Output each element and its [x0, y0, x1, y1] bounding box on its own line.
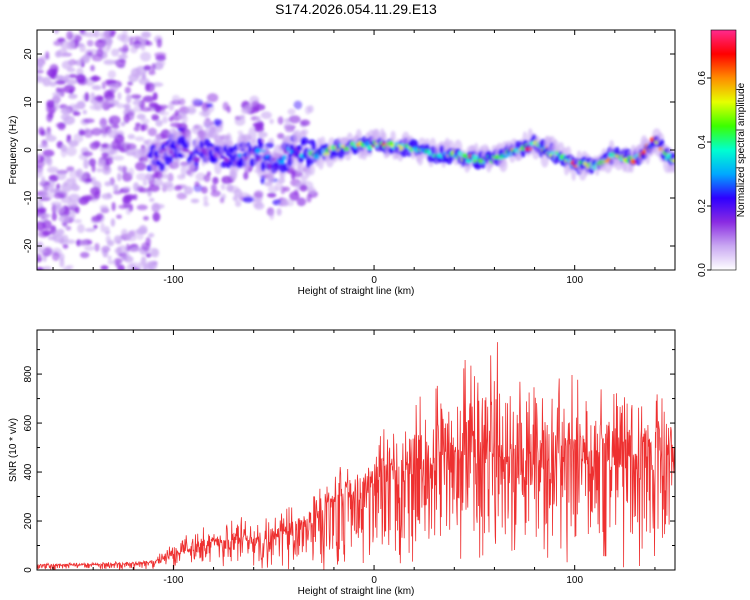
- colorbar-tick-label: 0.0: [697, 263, 708, 277]
- snr-y-label: SNR (10 * v/v): [8, 418, 19, 482]
- snr-x-axis: -100 0 100: [52, 330, 656, 586]
- snr-y-tick-label: 200: [23, 512, 34, 529]
- spectrogram-image: [37, 30, 675, 270]
- snr-panel: -100 0 100 0 200 400 600 800 Height of straigh…: [8, 329, 676, 597]
- spectrogram-y-tick-label: -10: [23, 190, 34, 205]
- spectrogram-y-tick-label: 10: [23, 96, 34, 108]
- spectrogram-x-axis: -100 0 100: [52, 30, 656, 286]
- snr-x-tick-label: 100: [566, 575, 583, 586]
- colorbar-gradient: [710, 29, 737, 271]
- spectrogram-y-tick-label: 20: [23, 48, 34, 60]
- figure-title: S174.2026.054.11.29.E13: [275, 1, 437, 17]
- colorbar-label: Normalized spectral amplitude: [736, 82, 747, 217]
- snr-x-label: Height of straight line (km): [298, 586, 415, 597]
- snr-y-axis: 0 200 400 600 800: [23, 349, 675, 573]
- snr-y-tick-label: 400: [23, 463, 34, 480]
- spectrogram-y-tick-label: 0: [23, 147, 34, 153]
- snr-frame: [36, 329, 676, 571]
- colorbar: 0.0 0.2 0.4 0.6 Normalized spectral amplitu…: [697, 29, 747, 277]
- snr-y-tick-label: 600: [23, 414, 34, 431]
- spectrogram-y-label: Frequency (Hz): [8, 116, 19, 185]
- spectrogram-y-axis: -20 -10 0 10 20: [23, 48, 675, 253]
- snr-y-tick-label: 0: [23, 567, 34, 573]
- spectrogram-x-tick-label: 0: [371, 275, 377, 286]
- snr-x-tick-label: 0: [371, 575, 377, 586]
- spectrogram-x-tick-label: 100: [566, 275, 583, 286]
- snr-y-tick-label: 800: [23, 365, 34, 382]
- colorbar-ticks: 0.0 0.2 0.4 0.6: [697, 71, 711, 277]
- colorbar-tick-label: 0.2: [697, 199, 708, 213]
- snr-x-tick-label: -100: [163, 575, 183, 586]
- snr-series-line: [37, 342, 675, 570]
- spectrogram-y-tick-label: -20: [23, 238, 34, 253]
- colorbar-tick-label: 0.4: [697, 135, 708, 149]
- spectrogram-x-label: Height of straight line (km): [298, 286, 415, 297]
- spectrogram-x-tick-label: -100: [163, 275, 183, 286]
- colorbar-tick-label: 0.6: [697, 71, 708, 85]
